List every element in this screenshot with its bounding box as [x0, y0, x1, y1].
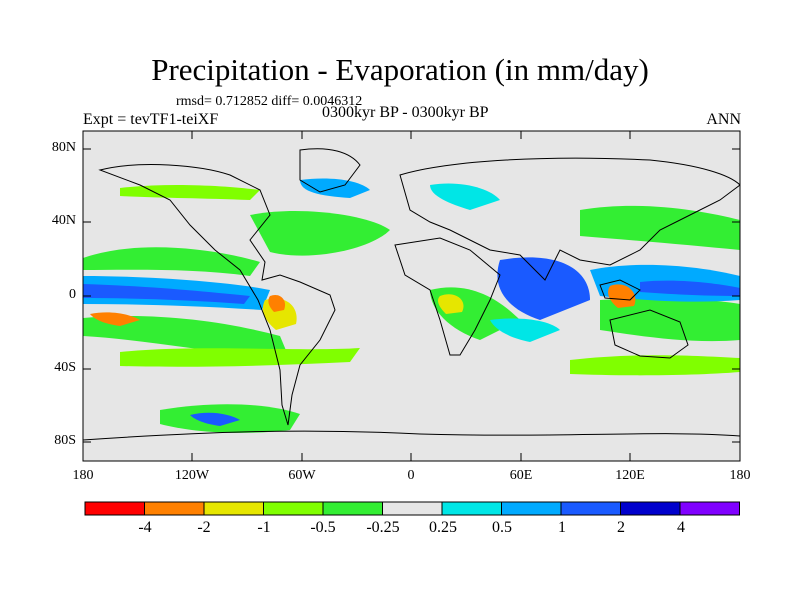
colorbar [84, 501, 740, 516]
colorbar-label: -1 [257, 519, 271, 536]
coastline-maritime-continent [599, 279, 641, 301]
lat-label: 80N [51, 140, 76, 155]
lon-label: 180 [72, 468, 94, 483]
coastlines [83, 148, 740, 441]
coastline-africa [394, 237, 501, 356]
colorbar-swatch [144, 501, 205, 516]
experiment-label: Expt = tevTF1-teiXF [83, 111, 219, 128]
lon-label: 120W [174, 468, 210, 483]
field-patch [120, 184, 260, 200]
colorbar-swatch [501, 501, 562, 516]
colorbar-swatch [203, 501, 264, 516]
colorbar-label: 0.25 [429, 519, 457, 536]
colorbar-swatch [84, 501, 145, 516]
colorbar-label: -0.5 [310, 519, 336, 536]
coastline-australia [609, 309, 689, 359]
field-patches [83, 178, 740, 433]
lon-label: 0 [407, 468, 415, 483]
colorbar-label: 1 [558, 519, 566, 536]
field-patch [190, 412, 240, 426]
colorbar-label: -0.25 [366, 519, 400, 536]
lat-label: 40S [54, 360, 76, 375]
colorbar-swatch [263, 501, 324, 516]
coastline-eurasia [399, 157, 740, 281]
field-patch [430, 183, 500, 210]
field-patch [608, 284, 636, 308]
field-patch [490, 318, 560, 342]
season-label: ANN [706, 111, 741, 128]
rmsd-diff-subtitle: rmsd= 0.712852 diff= 0.0046312 [176, 94, 363, 109]
field-patch [83, 247, 260, 276]
colorbar-swatch [441, 501, 502, 516]
colorbar-swatch [560, 501, 621, 516]
field-patch [120, 348, 360, 367]
field-patch [438, 294, 464, 314]
colorbar-swatch [679, 501, 740, 516]
lon-label: 180 [729, 468, 751, 483]
field-patch [497, 257, 590, 320]
field-patch [90, 312, 140, 326]
field-patch [580, 205, 740, 250]
coastline-antarctica [83, 430, 740, 441]
field-patch [268, 294, 286, 312]
coastline-americas [98, 164, 336, 426]
field-patch [250, 210, 390, 256]
field-patch [640, 280, 740, 296]
lat-label: 80S [54, 433, 76, 448]
colorbar-label: -4 [138, 519, 152, 536]
colorbar-swatch [382, 501, 443, 516]
field-patch [83, 284, 250, 304]
colorbar-label: 0.5 [492, 519, 512, 536]
colorbar-swatch [322, 501, 383, 516]
field-patch [570, 355, 740, 376]
colorbar-label: 2 [617, 519, 625, 536]
lat-label: 40N [51, 213, 76, 228]
axis-ticks [83, 131, 740, 461]
lon-label: 60W [288, 468, 316, 483]
lat-label: 0 [69, 287, 76, 302]
field-patch [600, 298, 740, 342]
colorbar-swatch [620, 501, 681, 516]
colorbar-label: -2 [197, 519, 211, 536]
lon-label: 60E [509, 468, 533, 483]
colorbar-label: 4 [677, 519, 685, 536]
chart-title: Precipitation - Evaporation (in mm/day) [151, 52, 649, 87]
period-label: 0300kyr BP - 0300kyr BP [322, 104, 489, 121]
lon-label: 120E [615, 468, 645, 483]
coastline-greenland [299, 148, 361, 193]
